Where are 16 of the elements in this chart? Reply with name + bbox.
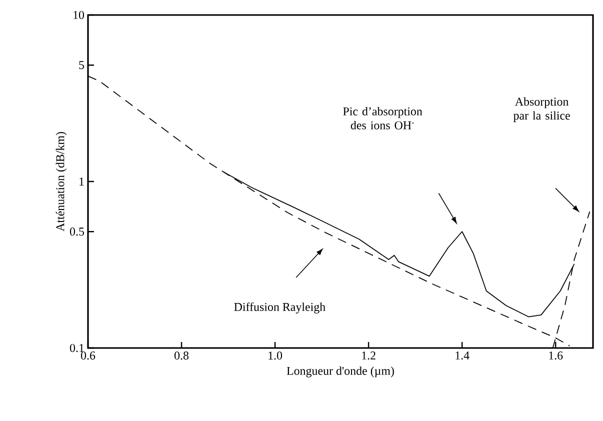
x-tick-label: 1.0: [268, 352, 282, 360]
x-axis-title: Longueur d'onde (µm): [286, 366, 394, 378]
y-tick-label: 0.1: [70, 344, 84, 352]
x-tick-label: 1.2: [362, 352, 376, 360]
y-tick-label: 0.5: [70, 228, 84, 236]
y-tick-label: 10: [74, 10, 84, 20]
y-tick-label: 5: [79, 61, 84, 70]
y-axis-title: Atténuation (dB/km): [56, 132, 67, 232]
annotation: Pic d’absorption des ions OH$^{-}$: [343, 107, 422, 130]
annotation: Diffusion Rayleigh: [234, 302, 326, 314]
x-tick-label: 0.8: [174, 352, 189, 360]
x-tick-label: 1.6: [549, 352, 563, 360]
x-tick-label: 1.4: [456, 352, 470, 360]
y-tick-label: 1: [80, 178, 84, 186]
annotation: Absorption par la silice: [513, 97, 570, 122]
x-tick-label: 0.6: [80, 352, 96, 360]
